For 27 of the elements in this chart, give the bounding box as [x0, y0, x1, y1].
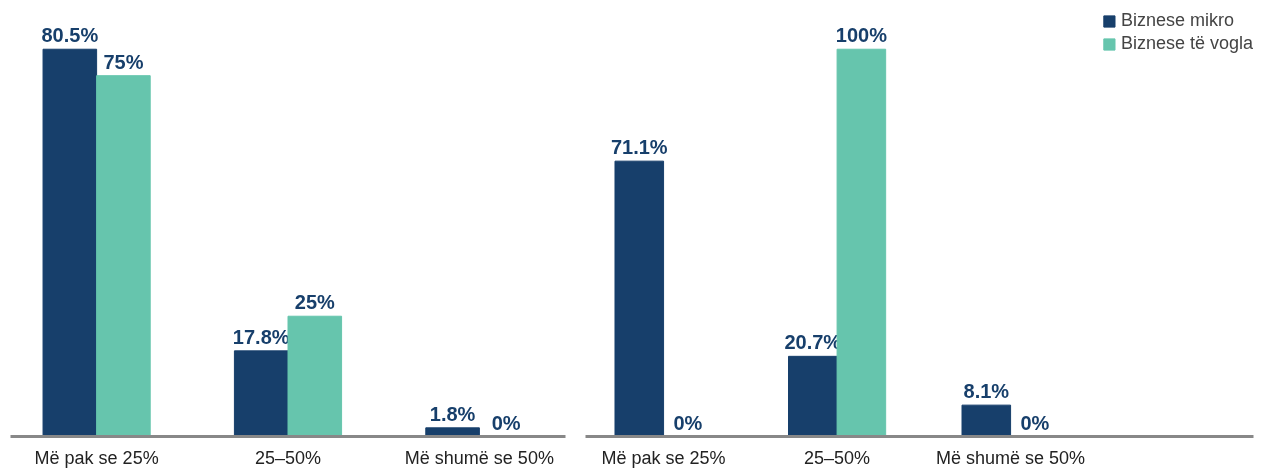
data-label: 1.8% — [429, 402, 476, 425]
bar — [233, 350, 289, 437]
x-tick-label: 25–50% — [804, 447, 871, 468]
bar — [42, 48, 98, 437]
bar — [788, 355, 838, 437]
data-label: 100% — [835, 24, 888, 47]
x-tick-label: Më shumë se 50% — [936, 447, 1086, 468]
bar — [961, 404, 1012, 437]
x-tick-label: Më shumë se 50% — [404, 447, 554, 468]
bar — [836, 48, 887, 437]
data-label: 0% — [491, 411, 521, 434]
data-label: 0% — [673, 411, 703, 434]
x-tick-label: Më pak se 25% — [34, 447, 159, 468]
legend-label: Biznese mikro — [1120, 10, 1234, 31]
data-label: 25% — [294, 291, 336, 314]
data-label: 8.1% — [963, 380, 1010, 403]
bar — [614, 160, 665, 437]
data-label: 0% — [1020, 411, 1050, 434]
legend-label: Biznese të vogla — [1120, 33, 1253, 54]
data-label: 17.8% — [232, 325, 290, 348]
x-tick-label: 25–50% — [254, 447, 322, 468]
bar — [287, 315, 343, 437]
x-tick-label: Më pak se 25% — [601, 447, 726, 468]
data-label: 75% — [103, 50, 144, 73]
bar — [96, 75, 151, 437]
data-label: 80.5% — [41, 24, 99, 47]
data-label: 71.1% — [610, 136, 668, 159]
